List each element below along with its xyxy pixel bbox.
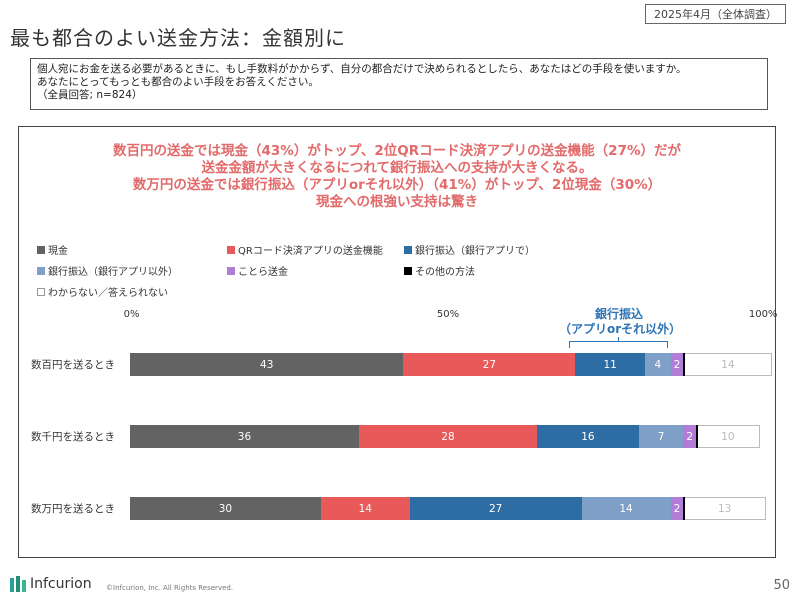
question-line-1: 個人宛にお金を送る必要があるときに、もし手数料がかからず、自分の都合だけで決めら… [37,63,687,75]
question-line-3: （全員回答; n=824） [37,89,143,101]
brand-name: Infcurion [30,576,92,592]
bar-value-label: 7 [657,430,665,443]
bar-segment: 16 [537,425,639,448]
bar-segment: 2 [683,425,697,448]
other-method-marker [696,425,699,448]
bar-segment: 11 [575,353,646,376]
bar-value-label: 14 [721,358,735,371]
bar-segment: 14 [581,497,671,520]
headline-line-4: 現金への根強い支持は驚き [316,194,478,210]
bar-segment: 27 [403,353,576,376]
bar-value-label: 2 [686,430,694,443]
category-label: 数万円を送るとき [31,503,115,515]
legend-label: 現金 [48,246,68,257]
legend-item: その他の方法 [404,263,475,278]
bar-value-label: 28 [441,430,455,443]
bar-value-label: 27 [482,358,497,371]
legend-label: 銀行振込（銀行アプリで） [415,246,535,257]
x-tick-label: 100% [748,309,778,320]
bar-value-label: 11 [603,358,617,371]
legend-item: 現金 [37,242,68,257]
callout-bracket-stem [618,337,619,341]
chart-frame: 数百円の送金では現金（43%）がトップ、2位QRコード決済アプリの送金機能（27… [18,126,778,558]
legend-label: QRコード決済アプリの送金機能 [238,246,383,257]
legend-swatch [37,287,45,296]
other-method-marker [683,497,686,520]
bar-segment: 36 [130,425,359,448]
bar-segment: 2 [670,353,684,376]
page-title: 最も都合のよい送金方法：金額別に [10,26,346,50]
legend-swatch [37,245,45,254]
legend-item: 銀行振込（銀行アプリ以外） [37,263,178,278]
bar-segment: 13 [683,497,766,520]
chart-headline: 数百円の送金では現金（43%）がトップ、2位QRコード決済アプリの送金機能（27… [19,143,775,211]
bar-segment: 14 [683,353,773,376]
legend-swatch [404,266,412,275]
question-box: 個人宛にお金を送る必要があるときに、もし手数料がかからず、自分の都合だけで決めら… [30,58,768,110]
bar-segment: 10 [696,425,760,448]
bar-value-label: 13 [717,502,732,515]
copyright-text: ©Infcurion, Inc. All Rights Reserved. [106,584,234,592]
infcurion-logo-icon [10,576,26,592]
legend-swatch [227,266,235,275]
bar-value-label: 30 [218,502,233,515]
page-number: 50 [773,578,790,593]
legend-label: 銀行振込（銀行アプリ以外） [48,267,178,278]
callout-bracket [569,341,668,348]
bar-value-label: 2 [673,358,681,371]
bar-segment: 4 [645,353,671,376]
x-tick-label: 50% [436,309,460,320]
legend-swatch [227,245,235,254]
legend-item: わからない／答えられない [37,284,168,299]
category-label: 数百円を送るとき [31,359,115,371]
bar-segment: 27 [409,497,582,520]
legend-item: ことら送金 [227,263,288,278]
callout-line-2: （アプリorそれ以外） [559,322,682,336]
bank-transfer-callout: 銀行振込 （アプリorそれ以外） [559,307,682,337]
bar-value-label: 36 [237,430,252,443]
bar-value-label: 14 [358,502,372,515]
headline-line-3: 数万円の送金では銀行振込（アプリorそれ以外）（41%）がトップ、2位現金（30… [132,177,662,193]
bar-value-label: 14 [619,502,633,515]
bar-value-label: 4 [654,358,662,371]
headline-line-1: 数百円の送金では現金（43%）がトップ、2位QRコード決済アプリの送金機能（27… [113,143,681,159]
legend-label: ことら送金 [238,267,288,278]
bar-value-label: 10 [721,430,735,443]
callout-line-1: 銀行振込 [594,307,643,321]
bar-value-label: 16 [581,430,595,443]
headline-line-2: 送金金額が大きくなるにつれて銀行振込への支持が大きくなる。 [201,160,593,176]
legend-swatch [37,266,45,275]
bar-segment: 14 [320,497,410,520]
x-tick-label: 0% [123,309,140,320]
question-line-2: あなたにとってもっとも都合のよい手段をお答えください。 [37,76,319,88]
legend-label: わからない／答えられない [48,288,168,299]
legend-item: 銀行振込（銀行アプリで） [404,242,535,257]
category-label: 数千円を送るとき [31,431,115,443]
bar-value-label: 27 [489,502,503,515]
bar-segment: 2 [670,497,684,520]
bar-segment: 43 [130,353,404,376]
bar-value-label: 2 [673,502,681,515]
bar-value-label: 43 [260,358,274,371]
brand-logo: Infcurion [10,576,92,592]
legend-label: その他の方法 [415,267,475,278]
bar-segment: 30 [130,497,321,520]
bar-segment: 7 [638,425,684,448]
bar-segment: 28 [358,425,538,448]
legend-item: QRコード決済アプリの送金機能 [227,242,383,257]
legend-swatch [404,245,412,254]
survey-date-tag: 2025年4月（全体調査） [645,4,786,24]
other-method-marker [683,353,686,376]
